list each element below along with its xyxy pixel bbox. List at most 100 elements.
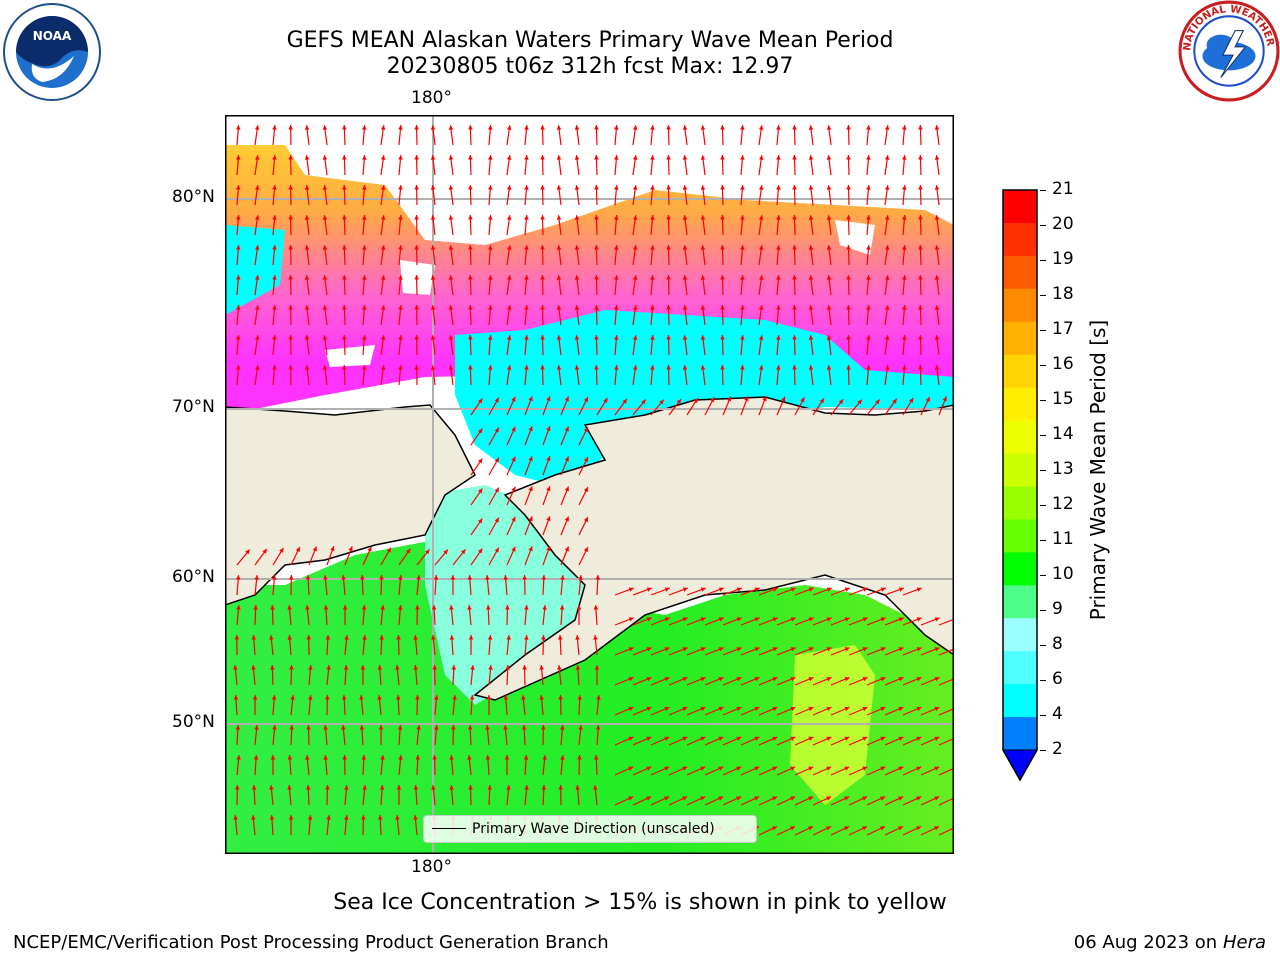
wave-arrow-head [718, 617, 724, 622]
wave-arrow-head [288, 215, 293, 220]
wave-arrow-head [772, 766, 778, 771]
wave-arrow-head [594, 125, 599, 130]
wave-arrow-head [505, 605, 510, 610]
shelf-lightcyan [425, 485, 645, 705]
wave-arrow-head [252, 695, 258, 700]
wave-arrow-head [398, 185, 403, 190]
wave-arrow-head [736, 587, 742, 592]
wave-arrow-head [434, 725, 439, 730]
wave-arrow-head [504, 755, 510, 760]
wave-arrow-head [583, 487, 588, 493]
wave-arrow-head [556, 245, 562, 250]
wave-arrow-head [524, 785, 529, 790]
wave-arrow-head [342, 275, 347, 280]
wave-arrow-head [361, 125, 367, 130]
wave-arrow-head [398, 125, 403, 130]
wave-arrow-head [398, 155, 403, 160]
colorbar-tick-label: 4 [1052, 704, 1063, 724]
wave-arrow-head [632, 335, 638, 340]
colorbar-segment [1003, 222, 1037, 257]
wave-arrow-head [270, 605, 275, 610]
wave-arrow-head [664, 647, 670, 652]
wave-arrow-head [866, 335, 871, 340]
wave-arrow-head [880, 826, 886, 831]
wave-arrow-head [511, 426, 516, 432]
wave-arrow-head [448, 155, 454, 160]
colorbar-segment [1003, 618, 1037, 652]
wave-arrow-head [322, 215, 328, 220]
wave-arrow-head [341, 725, 346, 730]
wave-arrow-head [379, 635, 384, 640]
wave-arrow-head [862, 647, 868, 652]
wave-arrow-head [287, 785, 292, 790]
wave-arrow-head [866, 125, 871, 130]
wave-arrow-head [398, 575, 403, 580]
wave-arrow-head [270, 755, 276, 760]
wave-arrow-head [488, 245, 493, 250]
wave-arrow-head [866, 155, 871, 160]
wave-arrow-head [288, 245, 293, 250]
wave-arrow-head [322, 245, 328, 250]
wave-arrow-head [449, 605, 454, 610]
wave-arrow-head [700, 587, 706, 592]
colorbar-segment [1003, 387, 1037, 422]
wave-arrow-head [362, 635, 367, 640]
wave-arrow-head [414, 245, 419, 250]
wave-arrow-head [718, 647, 724, 652]
wave-arrow-head [934, 736, 940, 741]
wave-arrow-head [430, 275, 436, 280]
wave-arrow-head [511, 546, 516, 552]
wave-arrow-head [594, 755, 599, 760]
wave-arrow-head [740, 365, 745, 370]
wave-arrow-head [556, 215, 562, 220]
wave-arrow-head [468, 125, 473, 130]
wave-arrow-head [884, 335, 890, 340]
wave-arrow-head [295, 547, 300, 553]
wave-arrow-head [359, 695, 364, 700]
wave-arrow-head [494, 457, 499, 463]
wave-arrow-head [398, 605, 403, 610]
wave-arrow-head [380, 125, 386, 130]
wave-arrow-head [736, 706, 742, 712]
wave-arrow-head [546, 546, 551, 552]
wave-arrow-head [594, 155, 599, 160]
wave-arrow-head [380, 335, 386, 340]
wave-arrow-head [916, 736, 922, 741]
wave-arrow-head [307, 815, 313, 820]
wave-arrow-head [488, 215, 493, 220]
wave-arrow-head [583, 457, 588, 463]
wave-arrow-head [361, 605, 367, 610]
wave-arrow-head [477, 428, 483, 434]
nws-logo: NATIONAL WEATHER SERVICE [1178, 0, 1280, 102]
wave-arrow-head [452, 695, 457, 700]
wave-arrow-head [700, 155, 706, 160]
wave-arrow-head [628, 587, 634, 592]
wave-arrow-head [287, 755, 293, 760]
wave-arrow-head [272, 125, 277, 130]
wave-arrow-head [254, 575, 259, 580]
wave-arrow-head [546, 456, 551, 462]
wave-arrow-head [628, 617, 634, 622]
wave-arrow-head [326, 665, 331, 670]
wave-arrow-head [593, 605, 599, 610]
wave-arrow-head [506, 305, 512, 310]
wave-arrow-head [918, 335, 923, 340]
wave-arrow-head [682, 155, 688, 160]
wave-arrow-head [758, 365, 764, 370]
colorbar-segment [1003, 651, 1037, 685]
colorbar-tick-label: 20 [1052, 214, 1074, 234]
wave-arrow-head [564, 396, 569, 402]
wave-arrow-head [808, 275, 814, 280]
wave-arrow-head [718, 736, 724, 741]
wave-arrow [938, 767, 954, 776]
wave-arrow-head [758, 335, 764, 340]
wave-arrow-head [450, 575, 456, 580]
wave-arrow-head [826, 275, 832, 280]
wave-arrow-head [790, 826, 796, 831]
wave-arrow-head [740, 305, 745, 310]
wave-arrow-head [304, 305, 310, 310]
wave-arrow-head [934, 796, 940, 801]
wave-arrow-head [556, 125, 562, 130]
wave-arrow-head [398, 215, 403, 220]
wave-arrow-head [808, 647, 814, 652]
